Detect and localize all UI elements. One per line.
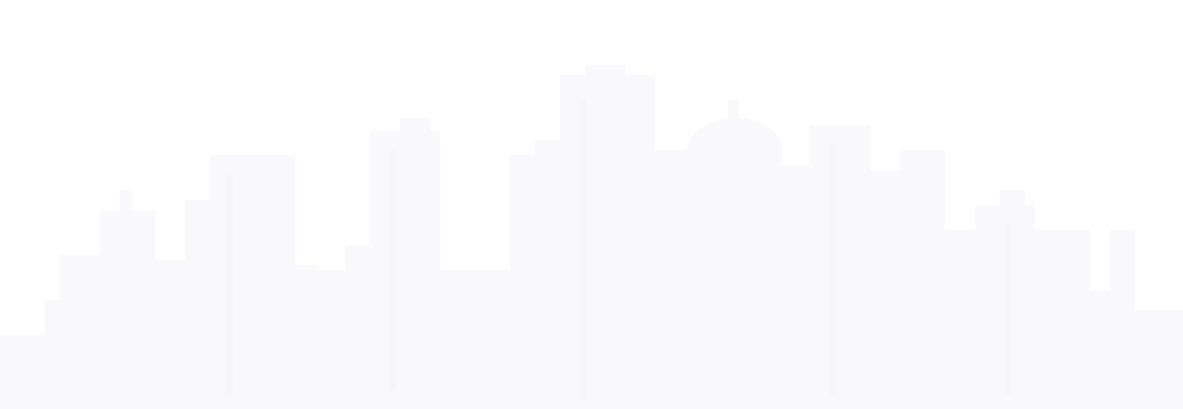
background-canvas xyxy=(0,0,1183,409)
city-skyline-icon xyxy=(0,0,1183,409)
